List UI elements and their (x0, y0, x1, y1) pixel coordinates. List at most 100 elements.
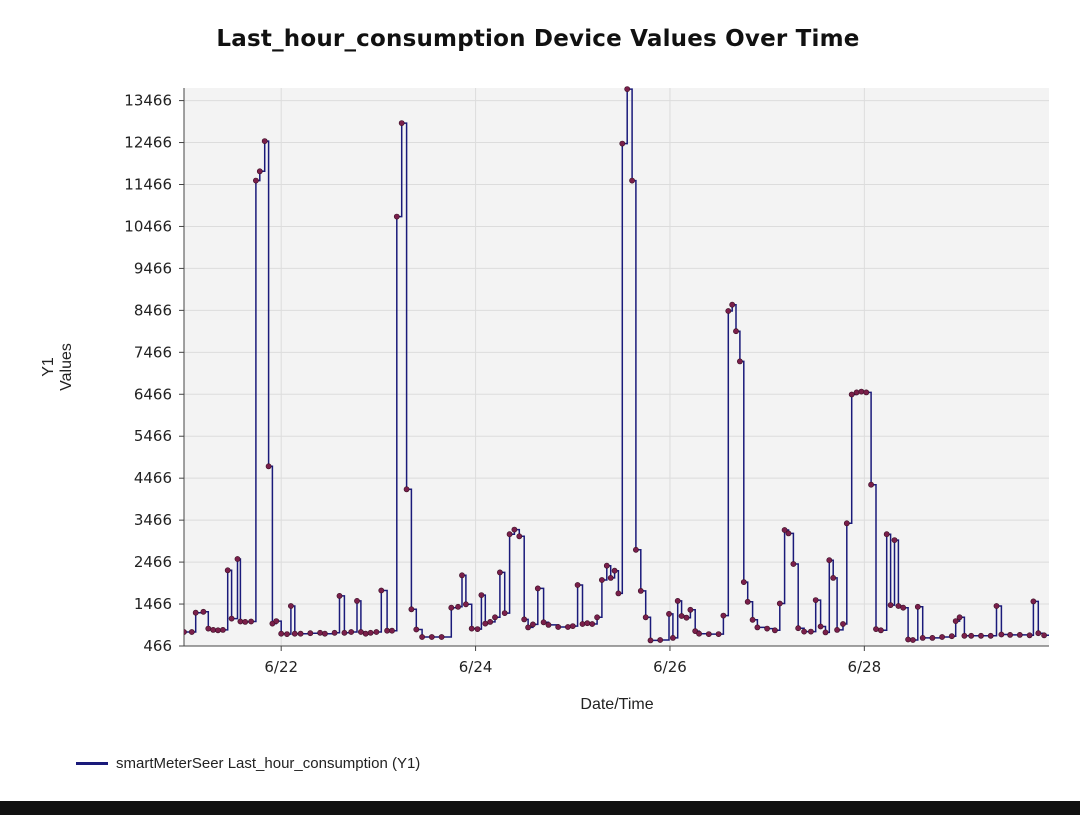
data-point (492, 614, 498, 621)
data-point (853, 389, 860, 396)
data-point (419, 634, 425, 640)
data-point (482, 620, 489, 627)
data-point (683, 614, 690, 621)
data-point (297, 630, 304, 637)
data-point (629, 177, 635, 184)
data-point (968, 632, 975, 639)
y-tick-label: 2466 (134, 553, 172, 571)
x-tick-labels: 6/22 6/24 6/26 6/28 (264, 658, 881, 676)
data-point (910, 637, 916, 643)
data-point (776, 600, 783, 607)
y-tick-label: 466 (143, 637, 172, 655)
data-point (790, 561, 797, 567)
data-point (248, 618, 254, 625)
axes (183, 88, 1049, 647)
data-point (678, 613, 685, 619)
data-point (817, 623, 824, 630)
data-point (545, 622, 552, 628)
data-point (642, 614, 649, 621)
data-point (521, 616, 528, 623)
data-point (808, 628, 814, 635)
data-point (633, 546, 639, 553)
y-tick-label: 12466 (124, 134, 172, 152)
data-point (863, 389, 870, 396)
data-point (200, 608, 207, 615)
data-point (1016, 632, 1023, 638)
data-point (619, 140, 626, 147)
data-point (234, 556, 241, 562)
data-point (961, 632, 968, 639)
data-point (459, 572, 465, 579)
data-point (720, 612, 727, 619)
data-point (744, 598, 751, 605)
data-point (228, 615, 235, 622)
data-point (868, 481, 874, 488)
data-point (215, 627, 221, 634)
data-point (692, 628, 699, 634)
data-point (919, 635, 926, 641)
data-point (265, 463, 272, 470)
data-point (878, 627, 884, 634)
data-point (764, 625, 770, 632)
data-point (188, 629, 195, 635)
data-point (506, 531, 513, 538)
data-point (603, 562, 610, 569)
data-point (607, 575, 614, 581)
data-point (801, 628, 807, 635)
data-point (749, 616, 756, 623)
series-group (184, 86, 1049, 644)
data-point (873, 626, 879, 632)
data-point (843, 520, 850, 527)
data-point (883, 531, 890, 538)
data-point (378, 587, 385, 594)
data-point (579, 621, 586, 627)
x-tick-label: 6/28 (847, 658, 881, 676)
data-point (1035, 630, 1042, 637)
data-point (737, 358, 743, 365)
series-layer (184, 86, 1049, 644)
y-tick-label: 13466 (124, 92, 172, 110)
y-tick-label: 8466 (134, 301, 172, 319)
data-point (624, 86, 631, 92)
y-tick-label: 1466 (134, 595, 172, 613)
data-point (705, 631, 712, 637)
data-point (887, 602, 894, 608)
data-point (1007, 632, 1013, 638)
x-tick-label: 6/22 (264, 658, 298, 676)
data-point (1041, 632, 1047, 639)
bottom-bar (0, 801, 1080, 815)
data-point (993, 603, 1000, 609)
data-point (336, 593, 343, 599)
data-point (657, 637, 664, 643)
chart-title: Last_hour_consumption Device Values Over… (216, 26, 860, 52)
data-point (594, 614, 600, 621)
data-point (891, 537, 898, 543)
legend-entry-label: smartMeterSeer Last_hour_consumption (Y1… (116, 754, 421, 772)
x-tick-label: 6/24 (459, 658, 493, 676)
data-point (584, 620, 591, 627)
y-axis-label-line1: Y1 (40, 357, 57, 377)
data-point (615, 590, 622, 597)
data-point (647, 637, 654, 644)
y-tick-label: 4466 (134, 469, 172, 487)
data-point (611, 567, 618, 574)
data-point (287, 603, 294, 609)
data-point (840, 621, 846, 627)
data-point (914, 603, 921, 610)
data-point (455, 603, 461, 610)
data-point (403, 486, 410, 493)
data-point (261, 138, 268, 144)
data-point (715, 631, 722, 637)
data-point (438, 634, 445, 640)
data-point (242, 619, 249, 625)
data-point (487, 619, 494, 625)
data-point (237, 618, 244, 625)
data-point (569, 623, 576, 629)
data-point (929, 635, 936, 641)
y-tick-label: 7466 (134, 343, 172, 361)
y-tick-label: 10466 (124, 217, 172, 235)
data-point (858, 388, 865, 395)
data-point (998, 631, 1005, 638)
